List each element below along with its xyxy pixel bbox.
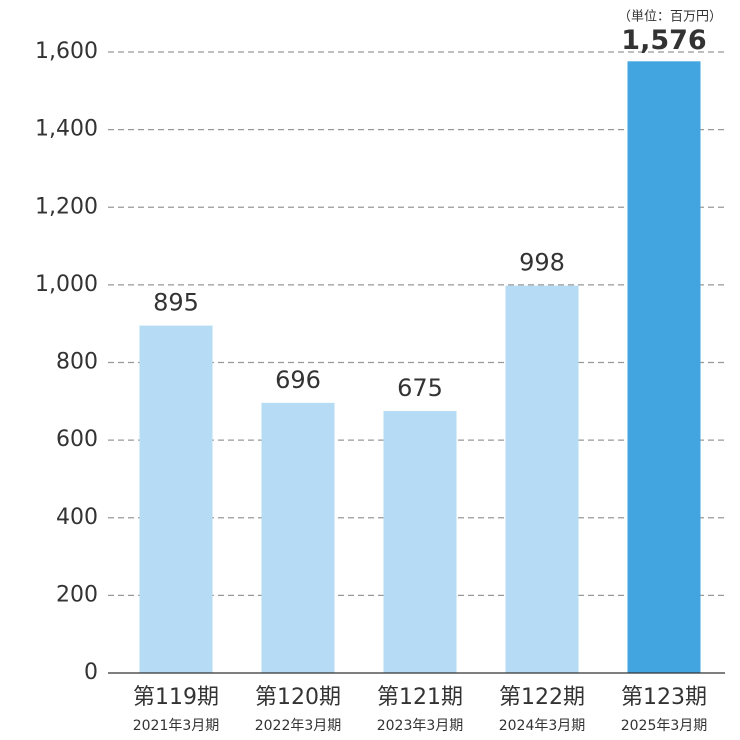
x-tick-label: 第122期 <box>499 685 585 710</box>
y-tick-label: 1,200 <box>35 194 98 219</box>
bar <box>139 325 213 673</box>
x-tick-sublabel: 2024年3月期 <box>499 718 586 734</box>
y-tick-label: 400 <box>56 505 98 530</box>
bar <box>627 61 701 673</box>
x-tick-sublabel: 2023年3月期 <box>377 718 464 734</box>
y-tick-label: 1,000 <box>35 272 98 297</box>
value-label: 696 <box>275 366 321 394</box>
y-tick-label: 200 <box>56 582 98 607</box>
y-tick-label: 0 <box>84 660 98 685</box>
x-tick-sublabel: 2021年3月期 <box>133 718 220 734</box>
x-tick-sublabel: 2022年3月期 <box>255 718 342 734</box>
unit-label: （単位：百万円） <box>618 9 722 25</box>
y-tick-label: 1,400 <box>35 117 98 142</box>
bar <box>505 285 579 673</box>
x-tick-label: 第119期 <box>133 685 219 710</box>
y-tick-label: 800 <box>56 350 98 375</box>
bar <box>383 411 457 673</box>
x-tick-label: 第123期 <box>621 685 707 710</box>
value-label: 1,576 <box>621 25 706 56</box>
x-tick-sublabel: 2025年3月期 <box>621 718 708 734</box>
bar <box>261 402 335 673</box>
y-tick-label: 600 <box>56 427 98 452</box>
value-label: 998 <box>519 249 565 277</box>
x-tick-label: 第121期 <box>377 685 463 710</box>
x-tick-label: 第120期 <box>255 685 341 710</box>
y-tick-label: 1,600 <box>35 39 98 64</box>
value-label: 675 <box>397 374 443 402</box>
value-label: 895 <box>153 289 199 317</box>
